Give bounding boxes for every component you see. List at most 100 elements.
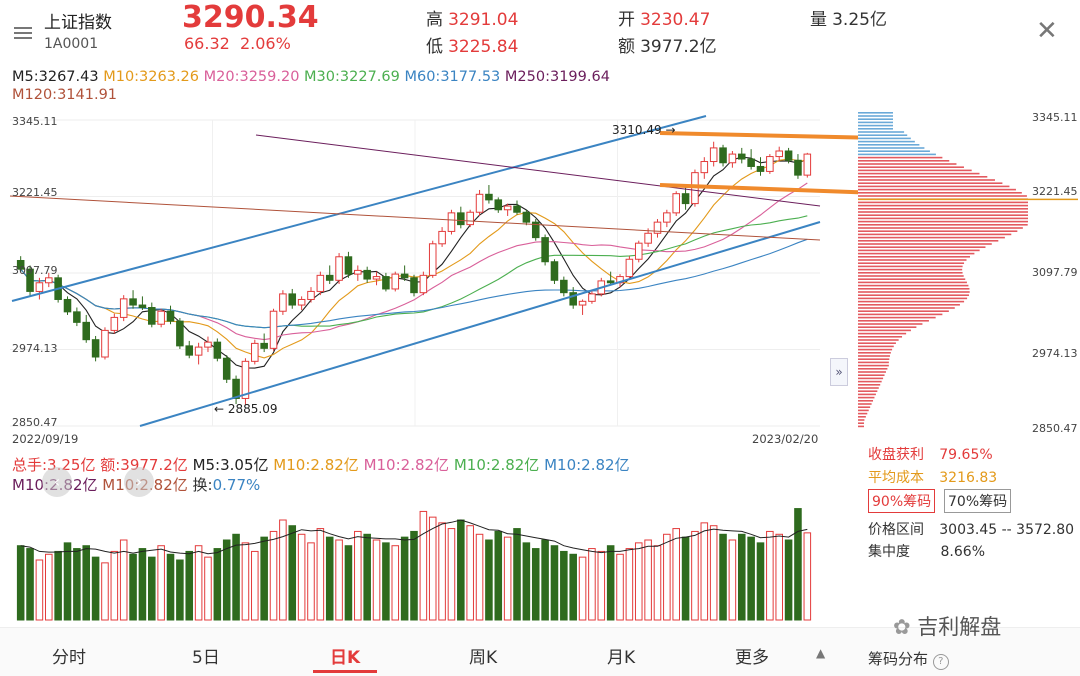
high-stat: 高 3291.04 — [426, 5, 518, 30]
chip-bar — [858, 339, 899, 341]
candle — [419, 274, 428, 294]
candlestick-chart[interactable] — [0, 108, 858, 438]
chip-bar — [858, 182, 1003, 184]
help-icon[interactable]: ? — [932, 654, 949, 670]
volume-bar — [372, 539, 381, 621]
y-tick-right-5: 2850.47 — [1032, 422, 1078, 435]
y-tick-right-2: 3221.45 — [1032, 185, 1078, 198]
chip-bar — [858, 249, 980, 252]
volume-bar — [531, 548, 540, 621]
chip-bar — [858, 124, 893, 127]
volume-bar — [794, 508, 802, 621]
chip-bar — [858, 316, 936, 319]
candle — [363, 269, 371, 280]
chip-bar — [858, 134, 908, 136]
candle — [550, 261, 559, 281]
chip-dist-tab[interactable]: 筹码分布 ? — [868, 648, 949, 670]
candle — [447, 212, 456, 232]
profit-ratio: 收盘获利 79.65% — [868, 444, 993, 464]
volume-legend-row1: 总手:3.25亿 额:3977.2亿 M5:3.05亿 M10:2.82亿 M1… — [12, 454, 630, 475]
volume-bar — [419, 510, 428, 621]
volume-bar — [522, 542, 531, 621]
volume-bar — [428, 516, 437, 621]
vol-m10d: M10:2.82亿 — [544, 456, 630, 474]
vol-m10a: M10:2.82亿 — [273, 456, 359, 474]
candle — [260, 342, 268, 349]
volume-bar — [775, 533, 784, 621]
volume-bar — [391, 545, 400, 621]
volume-bar — [672, 528, 680, 621]
candle — [672, 193, 680, 214]
volume-bar — [756, 542, 765, 621]
chip-bar — [858, 204, 1028, 207]
candle — [719, 147, 727, 164]
volume-bar — [82, 545, 91, 621]
volume-bar — [634, 542, 643, 621]
candle — [438, 230, 446, 245]
tab-intraday[interactable]: 分时 — [52, 648, 86, 668]
scroll-right-button[interactable]: › — [124, 467, 154, 497]
chip-bar — [858, 217, 1028, 220]
vol-m10c: M10:2.82亿 — [453, 456, 540, 474]
chip-bar — [858, 188, 1016, 191]
chip-bar — [858, 262, 965, 264]
volume-bar — [550, 545, 559, 621]
triangle-up-icon[interactable]: ▲ — [816, 646, 826, 660]
tab-more[interactable]: 更多 — [735, 648, 769, 668]
change-value: 66.32 — [184, 34, 230, 53]
close-icon[interactable]: ✕ — [1036, 16, 1058, 46]
chip70-button[interactable]: 70%筹码 — [944, 489, 1012, 513]
chip-bar — [858, 294, 969, 296]
candle — [101, 329, 109, 358]
volume-bar — [101, 562, 109, 621]
volume-bar — [288, 525, 297, 621]
chip-bar — [858, 425, 864, 428]
chip-bar — [858, 243, 992, 245]
candle — [644, 232, 652, 244]
volume-bar — [185, 550, 194, 621]
chip-bar — [858, 416, 866, 418]
tab-daily-k[interactable]: 日K — [330, 648, 361, 668]
expand-panel-button[interactable]: » — [830, 358, 848, 386]
candle — [157, 310, 165, 325]
profit-value: 79.65% — [939, 447, 993, 463]
tab-monthly-k[interactable]: 月K — [607, 648, 636, 668]
chip90-button[interactable]: 90%筹码 — [868, 489, 936, 513]
volume-bar — [709, 525, 718, 621]
amount-stat: 额 3977.2亿 — [618, 32, 717, 57]
chip-bar — [858, 409, 869, 412]
chip-bar — [858, 396, 875, 399]
candle — [251, 342, 259, 362]
volume-bar — [569, 553, 577, 621]
candle — [709, 147, 718, 163]
candle — [653, 221, 662, 234]
volume-bar — [447, 528, 456, 621]
volume-bar — [157, 545, 165, 621]
watermark-text: 吉利解盘 — [917, 615, 1002, 639]
volume-bar — [35, 559, 44, 621]
ma10-line — [20, 158, 808, 359]
turnover-value: 0.77% — [212, 476, 261, 494]
volume-bar — [466, 525, 474, 621]
volume-bar — [73, 548, 81, 621]
menu-icon[interactable] — [14, 24, 32, 42]
chip-bar — [858, 371, 886, 373]
bottom-tab-bar — [0, 627, 1080, 676]
candle — [241, 360, 250, 399]
candle — [288, 293, 297, 306]
scroll-left-button[interactable]: ‹ — [42, 467, 72, 497]
conc-value: 8.66% — [940, 544, 985, 560]
tab-5day[interactable]: 5日 — [192, 648, 220, 668]
tab-weekly-k[interactable]: 周K — [469, 648, 498, 668]
y-tick-left-4: 2974.13 — [12, 342, 58, 355]
current-price: 3290.34 — [182, 0, 319, 35]
chip-bar — [858, 412, 868, 415]
range-value: 3003.45 -- 3572.80 — [939, 522, 1075, 538]
candle — [803, 153, 812, 176]
y-tick-right-4: 2974.13 — [1032, 347, 1078, 360]
candle — [747, 158, 755, 167]
wechat-icon: ✿ — [893, 615, 911, 639]
candle — [194, 346, 203, 356]
candle — [522, 211, 531, 223]
candle — [213, 341, 222, 359]
